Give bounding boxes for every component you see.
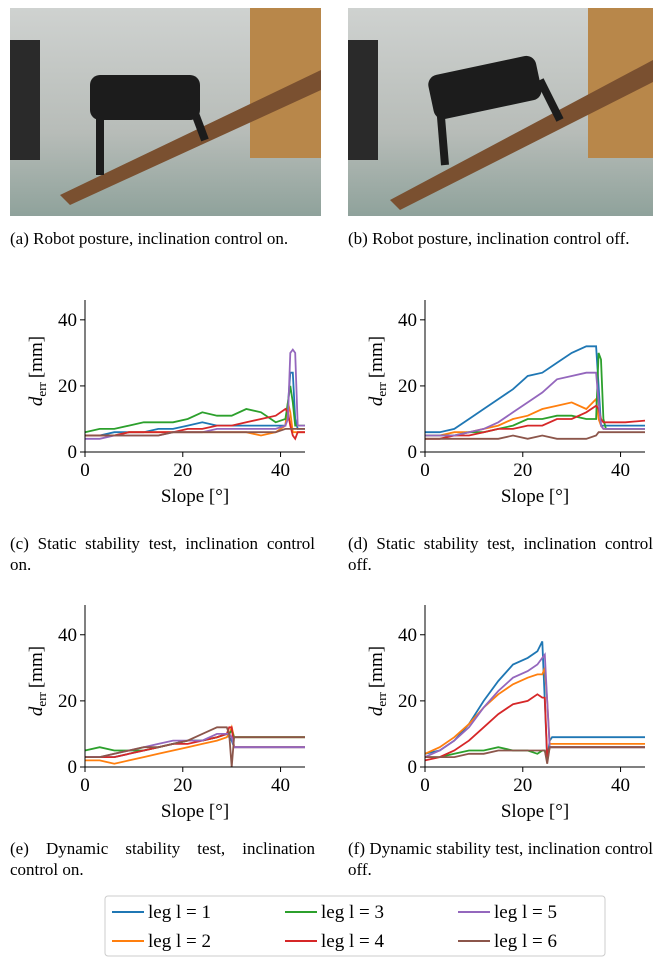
legend-label: leg l = 6 [494, 931, 557, 952]
chart: 0 20 40 0 20 40 Slope [°] derr [mm] [366, 300, 646, 507]
y-tick-label: 40 [398, 625, 417, 646]
y-label-unit: [mm] [366, 336, 387, 378]
series-line [84, 385, 305, 434]
chart: 0 20 40 0 20 40 Slope [°] derr [mm] [366, 605, 645, 822]
photo-caption: (b) Robot posture, inclination control o… [348, 229, 630, 248]
y-axis-label: derr [mm] [366, 336, 389, 406]
y-tick-label: 0 [68, 757, 78, 778]
series-line [424, 641, 645, 761]
chart-caption: (e) Dynamic stability test, inclination … [10, 839, 315, 879]
x-tick-label: 0 [80, 775, 90, 796]
x-axis-label: Slope [°] [161, 801, 229, 822]
y-label-subscript: err [374, 691, 389, 706]
chart: 0 20 40 0 20 40 Slope [°] derr [mm] [26, 300, 305, 507]
legend-label: leg l = 1 [148, 902, 211, 923]
y-tick-label: 20 [398, 691, 417, 712]
x-tick-label: 20 [513, 460, 532, 481]
y-label-symbol: d [26, 706, 47, 716]
series-line [425, 746, 645, 761]
series-line [425, 371, 645, 437]
x-tick-label: 20 [173, 460, 192, 481]
y-label-subscript: err [34, 691, 49, 706]
y-tick-label: 40 [58, 310, 77, 331]
legend-label: leg l = 3 [321, 902, 384, 923]
y-tick-label: 40 [398, 310, 417, 331]
chart: 0 20 40 0 20 40 Slope [°] derr [mm] [26, 605, 305, 822]
series-line [85, 407, 305, 441]
y-tick-label: 40 [58, 625, 77, 646]
y-tick-label: 0 [408, 442, 418, 463]
chart-caption: (f) Dynamic stability test, inclination … [348, 839, 653, 879]
legend-label: leg l = 5 [494, 902, 557, 923]
y-axis-label: derr [mm] [26, 336, 49, 406]
y-tick-label: 0 [408, 757, 418, 778]
x-tick-label: 40 [611, 460, 630, 481]
legend-label: leg l = 2 [148, 931, 211, 952]
y-label-unit: [mm] [26, 336, 47, 378]
chart-caption: (c) Static stability test, inclination c… [10, 534, 315, 574]
y-tick-label: 20 [398, 376, 417, 397]
series-line [85, 726, 305, 768]
y-label-unit: [mm] [26, 646, 47, 688]
x-tick-label: 0 [80, 460, 90, 481]
y-tick-label: 20 [58, 691, 77, 712]
x-axis-label: Slope [°] [161, 486, 229, 507]
y-label-unit: [mm] [366, 646, 387, 688]
series-line [425, 404, 646, 440]
x-axis-label: Slope [°] [501, 801, 569, 822]
photo-caption: (a) Robot posture, inclination control o… [10, 229, 289, 248]
x-tick-label: 20 [173, 775, 192, 796]
x-tick-label: 40 [271, 775, 290, 796]
x-tick-label: 20 [513, 775, 532, 796]
x-axis-label: Slope [°] [501, 486, 569, 507]
series-line [85, 371, 305, 437]
photo-a [10, 8, 321, 216]
series-line [85, 428, 305, 437]
x-tick-label: 0 [420, 460, 430, 481]
x-tick-label: 0 [420, 775, 430, 796]
y-axis-label: derr [mm] [26, 646, 49, 716]
series-line [85, 724, 305, 765]
y-label-symbol: d [26, 396, 47, 406]
legend-label: leg l = 4 [321, 931, 384, 952]
y-label-symbol: d [366, 706, 387, 716]
y-label-subscript: err [34, 381, 49, 396]
series-line [424, 652, 645, 758]
legend: leg l = 1 leg l = 2 leg l = 3 leg l = 4 leg … [104, 895, 606, 957]
series-line [425, 746, 645, 764]
series-line [424, 667, 645, 755]
series-line [425, 431, 645, 440]
x-tick-label: 40 [611, 775, 630, 796]
series-line [425, 397, 645, 437]
y-axis-label: derr [mm] [366, 646, 389, 716]
x-tick-label: 40 [271, 460, 290, 481]
photo-b [348, 8, 653, 216]
y-tick-label: 0 [68, 442, 78, 463]
y-label-subscript: err [374, 381, 389, 396]
y-tick-label: 20 [58, 376, 77, 397]
y-label-symbol: d [366, 396, 387, 406]
chart-caption: (d) Static stability test, inclination c… [348, 534, 653, 574]
